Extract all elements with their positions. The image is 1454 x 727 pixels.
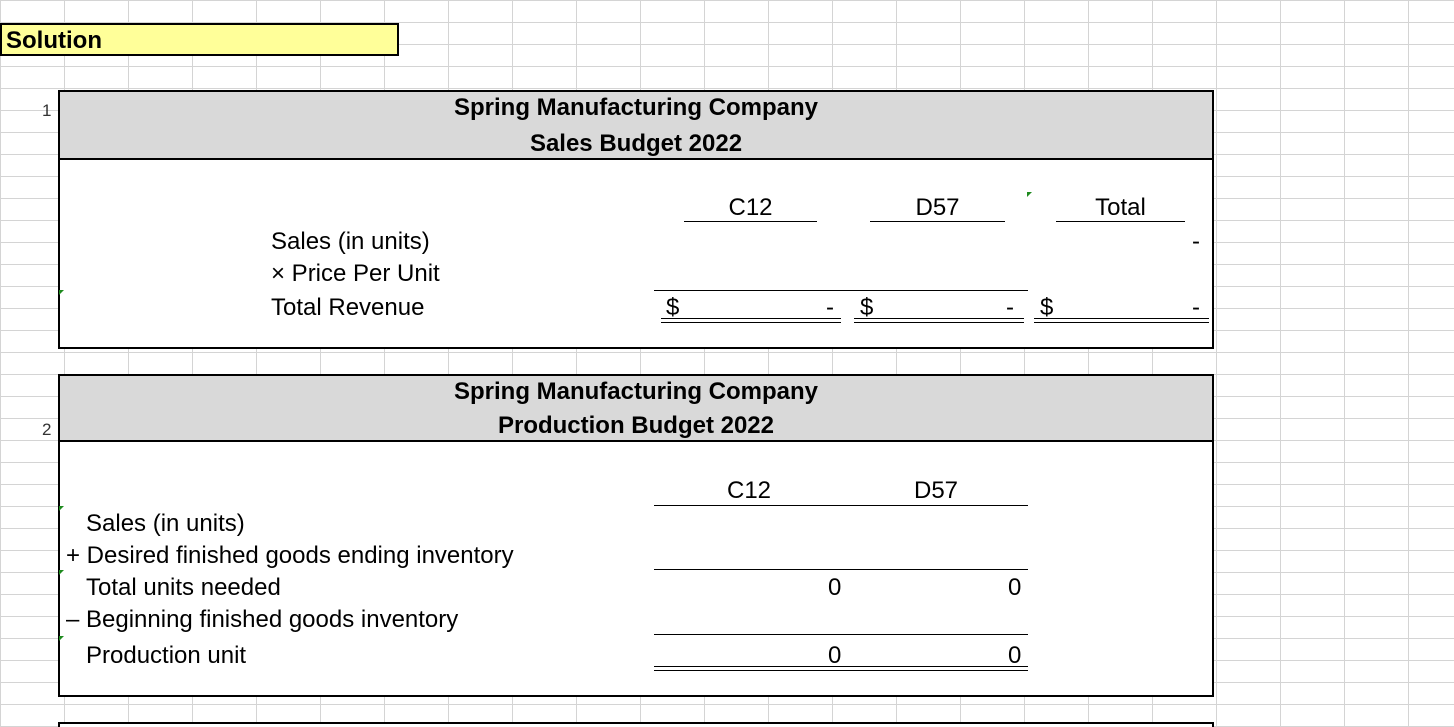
production-unit-c12-value[interactable]: 0 <box>828 642 842 669</box>
subtotal-line <box>654 569 1028 570</box>
row-number-2: 2 <box>42 420 52 439</box>
sales-col-d57[interactable]: D57 <box>870 195 1005 222</box>
price-row-label[interactable]: × Price Per Unit <box>271 260 440 287</box>
revenue-d57-value[interactable]: - <box>1006 294 1014 321</box>
sales-budget-header: Spring Manufacturing Company Sales Budge… <box>58 90 1214 160</box>
sales-budget-title: Sales Budget 2022 <box>529 130 743 157</box>
production-col-c12[interactable]: C12 <box>726 477 772 504</box>
subtotal-line <box>654 634 1028 635</box>
prod-sales-label[interactable]: Sales (in units) <box>86 510 245 537</box>
double-underline-production <box>654 666 1028 671</box>
solution-label[interactable]: Solution <box>0 23 399 56</box>
sales-row-label[interactable]: Sales (in units) <box>271 228 430 255</box>
revenue-c12-value[interactable]: - <box>826 294 834 321</box>
cell-error-marker <box>59 506 64 511</box>
production-unit-label[interactable]: Production unit <box>86 642 247 669</box>
production-budget-header: Spring Manufacturing Company Production … <box>58 374 1214 442</box>
revenue-total-value[interactable]: - <box>1192 294 1200 321</box>
cell-error-marker <box>59 570 64 575</box>
production-budget-title: Production Budget 2022 <box>497 412 775 439</box>
revenue-c12-currency: $ <box>666 294 680 321</box>
sales-company-title: Spring Manufacturing Company <box>453 94 818 121</box>
cell-error-marker <box>1027 192 1032 197</box>
double-underline-c12 <box>661 318 841 323</box>
total-units-needed-label[interactable]: Total units needed <box>86 574 281 601</box>
total-units-c12-value[interactable]: 0 <box>828 574 842 601</box>
production-col-d57[interactable]: D57 <box>913 477 959 504</box>
total-revenue-label[interactable]: Total Revenue <box>271 294 425 321</box>
cell-error-marker <box>59 290 64 295</box>
double-underline-d57 <box>854 318 1024 323</box>
next-section-box <box>58 722 1214 727</box>
column-header-line <box>654 505 1028 506</box>
sales-col-total[interactable]: Total <box>1056 195 1185 222</box>
beginning-inventory-label[interactable]: – Beginning finished goods inventory <box>66 606 459 633</box>
sales-col-c12[interactable]: C12 <box>684 195 817 222</box>
row-number-1: 1 <box>42 101 52 120</box>
production-company-title: Spring Manufacturing Company <box>453 378 818 405</box>
production-unit-d57-value[interactable]: 0 <box>1008 642 1022 669</box>
desired-ending-inventory-label[interactable]: + Desired finished goods ending inventor… <box>66 542 514 569</box>
revenue-total-currency: $ <box>1040 294 1054 321</box>
cell-error-marker <box>59 636 64 641</box>
sales-total-value[interactable]: - <box>1192 228 1200 255</box>
double-underline-total <box>1034 318 1209 323</box>
subtotal-line <box>654 290 1028 291</box>
revenue-d57-currency: $ <box>860 294 874 321</box>
total-units-d57-value[interactable]: 0 <box>1008 574 1022 601</box>
